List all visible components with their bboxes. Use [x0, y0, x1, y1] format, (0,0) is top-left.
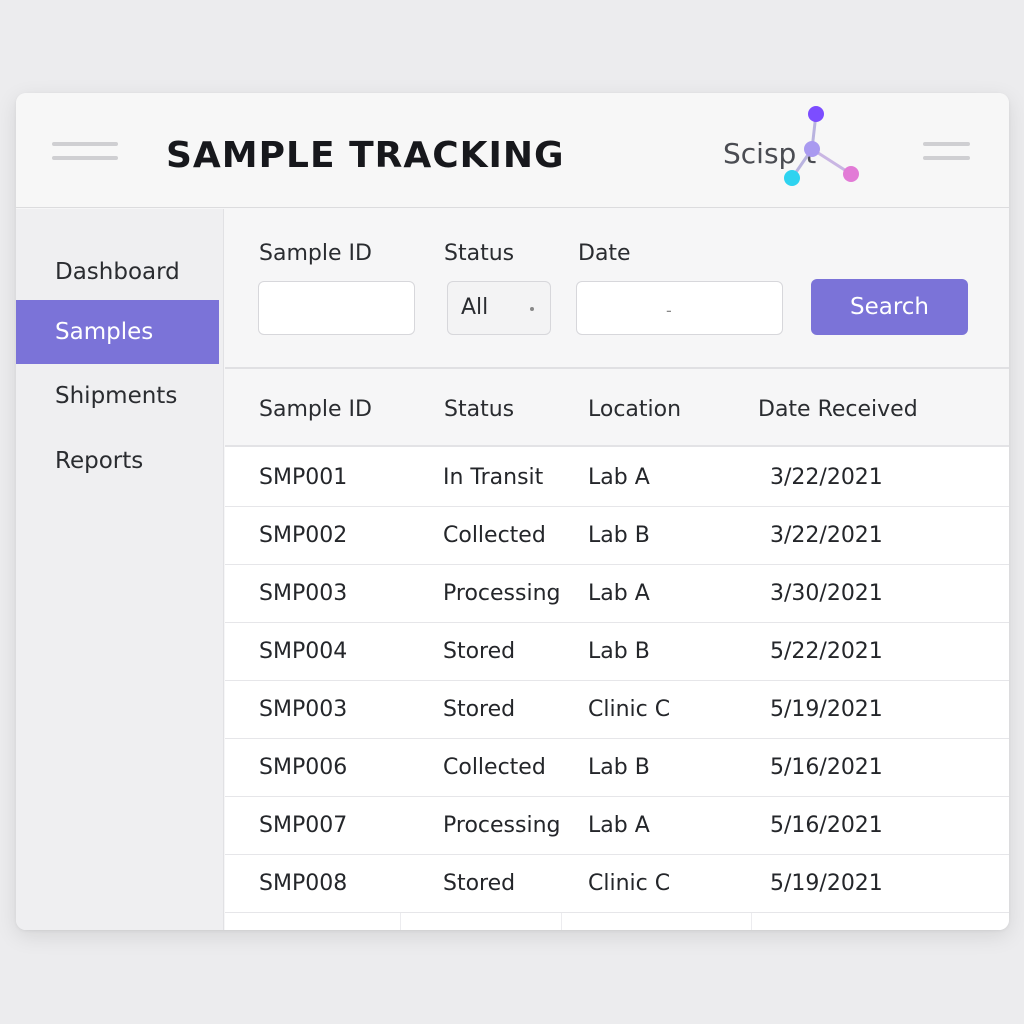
cell-sample-id: SMP008	[259, 871, 348, 896]
dropdown-dot-icon	[530, 307, 534, 311]
cell-status: Collected	[443, 755, 546, 780]
cell-location: Clinic C	[588, 871, 671, 896]
table-row[interactable]: SMP002 Collected Lab B 3/22/2021	[225, 507, 1009, 565]
cell-date-received: 3/22/2021	[770, 465, 883, 490]
cell-status: Stored	[443, 639, 516, 664]
cell-date-received: 5/19/2021	[770, 697, 883, 722]
cell-status: Stored	[443, 871, 516, 896]
date-input[interactable]	[576, 281, 783, 335]
status-select-value: All	[461, 295, 489, 320]
cell-date-received: 3/30/2021	[770, 581, 883, 606]
page-title: SAMPLE TRACKING	[166, 135, 565, 176]
cell-location: Lab B	[588, 639, 650, 664]
cell-status: Stored	[443, 697, 516, 722]
cell-date-received: 3/22/2021	[770, 523, 883, 548]
column-header-location[interactable]: Location	[588, 397, 682, 422]
cell-sample-id: SMP001	[259, 465, 348, 490]
cell-status: In Transit	[443, 465, 544, 490]
sidebar: Dashboard Samples Shipments Reports	[16, 209, 224, 930]
cell-date-received: 5/19/2021	[770, 871, 883, 896]
cell-status: Collected	[443, 523, 546, 548]
cell-location: Lab A	[588, 581, 650, 606]
column-header-sample-id[interactable]: Sample ID	[259, 397, 372, 422]
table-row[interactable]: SMP003 Processing Lab A 3/30/2021	[225, 565, 1009, 623]
cell-date-received: 5/22/2021	[770, 639, 883, 664]
cell-sample-id: SMP003	[259, 581, 348, 606]
sidebar-item-samples[interactable]: Samples	[16, 300, 219, 364]
sample-id-input[interactable]	[258, 281, 415, 335]
sidebar-item-dashboard[interactable]: Dashboard	[55, 259, 180, 285]
sidebar-item-shipments[interactable]: Shipments	[55, 383, 178, 409]
search-button[interactable]: Search	[811, 279, 968, 335]
app-window: SAMPLE TRACKING Scisp t Dashboard Sample…	[16, 93, 1009, 930]
table-row[interactable]: SMP008 Stored Clinic C 5/19/2021	[225, 855, 1009, 913]
cell-sample-id: SMP004	[259, 639, 348, 664]
column-header-date-received[interactable]: Date Received	[758, 397, 918, 422]
filter-bar: Sample ID Status All Date - Search	[225, 209, 1009, 369]
brand-logo: Scisp t	[721, 101, 871, 201]
column-header-status[interactable]: Status	[444, 397, 515, 422]
table-row[interactable]: SMP006 Collected Lab B 5/16/2021	[225, 739, 1009, 797]
cell-status: Processing	[443, 813, 561, 838]
status-select[interactable]: All	[447, 281, 551, 335]
cell-status: Processing	[443, 581, 561, 606]
date-label: Date	[578, 241, 631, 266]
menu-left-icon[interactable]	[52, 140, 118, 164]
cell-sample-id: SMP007	[259, 813, 348, 838]
status-label: Status	[444, 241, 515, 266]
cell-sample-id: SMP003	[259, 697, 348, 722]
cell-sample-id: SMP002	[259, 523, 348, 548]
sidebar-item-reports[interactable]: Reports	[55, 448, 144, 474]
cell-location: Clinic C	[588, 697, 671, 722]
sample-id-label: Sample ID	[259, 241, 372, 266]
table-row[interactable]: SMP007 Processing Lab A 5/16/2021	[225, 797, 1009, 855]
cell-date-received: 5/16/2021	[770, 813, 883, 838]
cell-location: Lab B	[588, 755, 650, 780]
date-input-value: -	[666, 301, 672, 320]
table-header: Sample ID Status Location Date Received	[225, 371, 1009, 447]
samples-table: Sample ID Status Location Date Received …	[225, 371, 1009, 930]
cell-location: Lab A	[588, 813, 650, 838]
cell-date-received: 5/16/2021	[770, 755, 883, 780]
logo-molecule-icon	[784, 106, 859, 186]
cell-location: Lab A	[588, 465, 650, 490]
table-row[interactable]: SMP001 In Transit Lab A 3/22/2021	[225, 449, 1009, 507]
cell-sample-id: SMP006	[259, 755, 348, 780]
menu-right-icon[interactable]	[923, 140, 970, 164]
table-row[interactable]: SMP004 Stored Lab B 5/22/2021	[225, 623, 1009, 681]
app-header: SAMPLE TRACKING Scisp t	[16, 93, 1009, 208]
table-row[interactable]: SMP003 Stored Clinic C 5/19/2021	[225, 681, 1009, 739]
cell-location: Lab B	[588, 523, 650, 548]
